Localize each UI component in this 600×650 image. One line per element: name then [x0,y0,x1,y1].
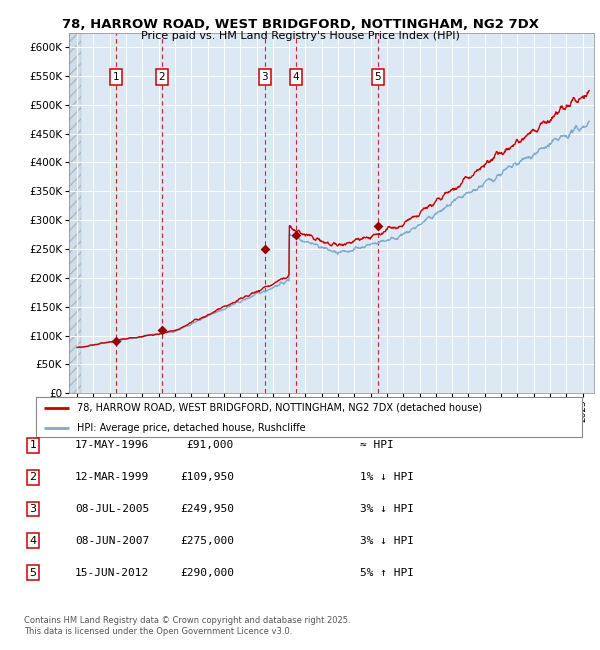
Text: 3% ↓ HPI: 3% ↓ HPI [360,536,414,546]
Text: 08-JUL-2005: 08-JUL-2005 [75,504,149,514]
Text: 1: 1 [112,72,119,82]
Point [292,229,301,240]
Text: 3: 3 [262,72,268,82]
Text: 5: 5 [374,72,381,82]
Text: ≈ HPI: ≈ HPI [360,440,394,450]
Text: Price paid vs. HM Land Registry's House Price Index (HPI): Price paid vs. HM Land Registry's House … [140,31,460,40]
Text: 2: 2 [29,472,37,482]
Text: HPI: Average price, detached house, Rushcliffe: HPI: Average price, detached house, Rush… [77,423,305,433]
Text: 15-JUN-2012: 15-JUN-2012 [75,567,149,578]
Text: £290,000: £290,000 [180,567,234,578]
Text: 4: 4 [29,536,37,546]
Text: £109,950: £109,950 [180,472,234,482]
Text: 12-MAR-1999: 12-MAR-1999 [75,472,149,482]
Text: 08-JUN-2007: 08-JUN-2007 [75,536,149,546]
Text: Contains HM Land Registry data © Crown copyright and database right 2025.
This d: Contains HM Land Registry data © Crown c… [24,616,350,636]
Text: 17-MAY-1996: 17-MAY-1996 [75,440,149,450]
Point [157,324,167,335]
Text: 3% ↓ HPI: 3% ↓ HPI [360,504,414,514]
Text: 2: 2 [158,72,165,82]
Text: 5: 5 [29,567,37,578]
Text: 78, HARROW ROAD, WEST BRIDGFORD, NOTTINGHAM, NG2 7DX: 78, HARROW ROAD, WEST BRIDGFORD, NOTTING… [62,18,539,31]
Point [260,244,269,254]
Text: 3: 3 [29,504,37,514]
Text: £91,000: £91,000 [187,440,234,450]
Text: £249,950: £249,950 [180,504,234,514]
Text: 1: 1 [29,440,37,450]
Text: 5% ↑ HPI: 5% ↑ HPI [360,567,414,578]
Text: £275,000: £275,000 [180,536,234,546]
Point [111,335,121,346]
Text: 78, HARROW ROAD, WEST BRIDGFORD, NOTTINGHAM, NG2 7DX (detached house): 78, HARROW ROAD, WEST BRIDGFORD, NOTTING… [77,403,482,413]
Text: 4: 4 [293,72,299,82]
Point [373,220,383,231]
FancyBboxPatch shape [36,396,582,437]
Text: 1% ↓ HPI: 1% ↓ HPI [360,472,414,482]
